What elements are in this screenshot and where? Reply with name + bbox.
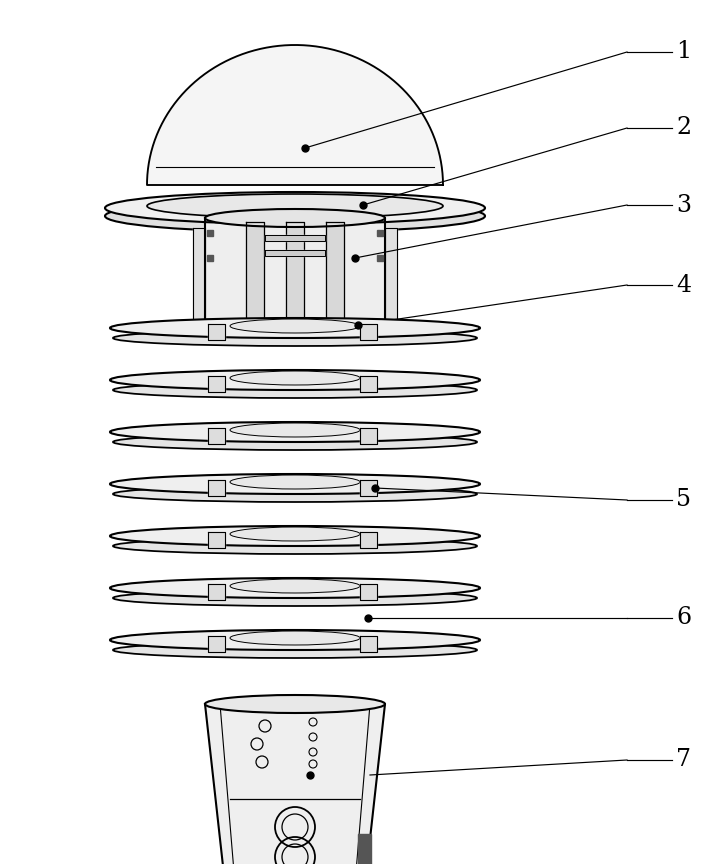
Ellipse shape [230,371,360,385]
Polygon shape [326,222,344,326]
Polygon shape [208,480,225,496]
Polygon shape [205,218,385,328]
Ellipse shape [113,642,477,658]
Text: 3: 3 [676,194,691,217]
Ellipse shape [230,475,360,489]
Text: 7: 7 [676,748,691,772]
Text: 5: 5 [676,488,691,511]
Ellipse shape [230,319,360,333]
Polygon shape [208,428,225,444]
Ellipse shape [205,695,385,713]
Text: 4: 4 [676,274,691,296]
Polygon shape [385,228,397,323]
Polygon shape [205,704,385,864]
Polygon shape [246,222,264,326]
Polygon shape [360,324,377,340]
Ellipse shape [113,538,477,554]
Ellipse shape [105,200,485,232]
Polygon shape [360,428,377,444]
Ellipse shape [230,579,360,593]
Polygon shape [208,636,225,652]
Text: 1: 1 [676,41,691,63]
Ellipse shape [147,194,443,218]
Polygon shape [360,584,377,600]
Ellipse shape [205,209,385,227]
Polygon shape [358,834,371,864]
Ellipse shape [110,578,480,598]
Polygon shape [147,45,443,185]
Ellipse shape [113,382,477,398]
Ellipse shape [110,630,480,650]
Ellipse shape [113,486,477,502]
Ellipse shape [113,330,477,346]
Ellipse shape [110,370,480,390]
Polygon shape [208,376,225,392]
Polygon shape [360,636,377,652]
Polygon shape [286,222,304,326]
Polygon shape [193,228,205,323]
Text: 2: 2 [676,117,691,139]
Ellipse shape [105,192,485,224]
Ellipse shape [230,527,360,541]
Polygon shape [208,532,225,548]
Polygon shape [360,480,377,496]
Polygon shape [208,584,225,600]
Ellipse shape [230,423,360,437]
Polygon shape [360,532,377,548]
Ellipse shape [110,526,480,546]
Text: 6: 6 [676,607,691,630]
Ellipse shape [110,422,480,442]
Polygon shape [208,324,225,340]
Polygon shape [265,235,325,241]
Ellipse shape [113,434,477,450]
Polygon shape [360,376,377,392]
Ellipse shape [113,590,477,606]
Polygon shape [265,250,325,256]
Ellipse shape [230,631,360,645]
Ellipse shape [110,318,480,338]
Ellipse shape [110,474,480,494]
